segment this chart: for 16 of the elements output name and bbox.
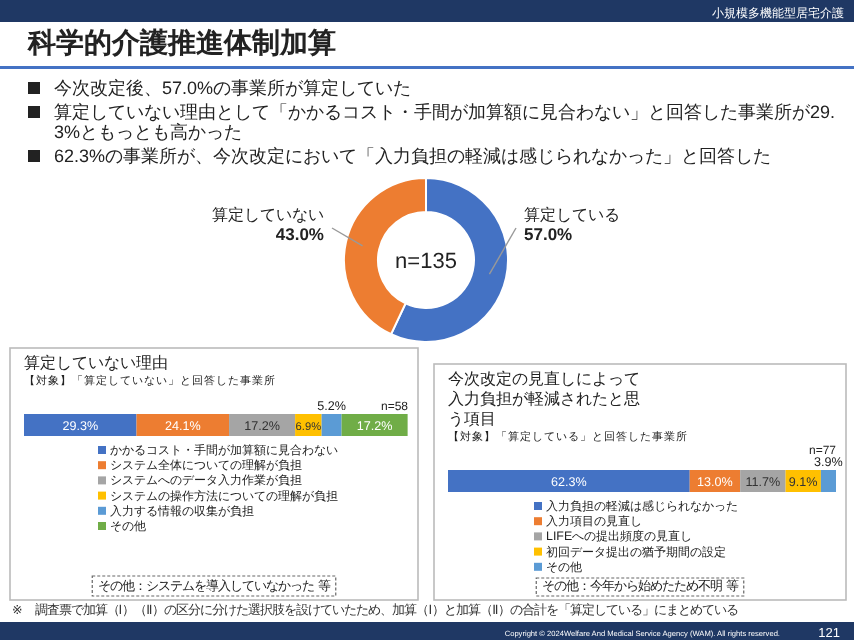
text: 62.3%の事業所が、今次改定において「入力負担の軽減は感じられなかった」と回答した: [54, 146, 772, 166]
text: 今次改定後、57.0%の事業所が算定していた: [54, 78, 412, 98]
slice-label: 算定している: [524, 206, 620, 224]
bar: [24, 414, 137, 436]
data-label: 43.0%: [275, 224, 325, 244]
bar: [321, 414, 342, 436]
slice-label: 算定していない: [212, 206, 324, 224]
bar: [820, 470, 836, 492]
text: 算定していない理由として「かかるコスト・手間が加算額に見合わない」と回答した事業所が29.3%ともっとも高かった: [54, 102, 836, 142]
bar: [136, 414, 230, 436]
chart-title: 今次改定の見直しによって入力負担が軽減されたと思う項目: [448, 370, 640, 428]
chart-title: 算定していない理由: [24, 354, 168, 372]
text: 科学的介護推進体制加算: [26, 26, 336, 58]
text: n=135: [395, 250, 457, 274]
data-label: 57.0%: [524, 224, 574, 244]
bar: [448, 470, 690, 492]
